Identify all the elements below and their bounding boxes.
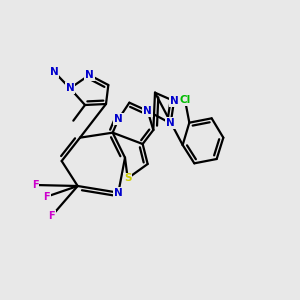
Text: N: N <box>114 188 123 198</box>
Text: N: N <box>114 114 123 124</box>
Text: S: S <box>124 173 131 183</box>
Text: F: F <box>44 192 50 202</box>
Text: F: F <box>48 211 55 221</box>
Text: N: N <box>66 83 74 93</box>
Text: Cl: Cl <box>179 95 191 105</box>
Text: N: N <box>85 70 94 80</box>
Text: N: N <box>143 106 152 116</box>
Text: F: F <box>32 180 38 190</box>
Text: N: N <box>166 118 175 128</box>
Text: N: N <box>50 67 58 77</box>
Text: N: N <box>169 96 178 106</box>
